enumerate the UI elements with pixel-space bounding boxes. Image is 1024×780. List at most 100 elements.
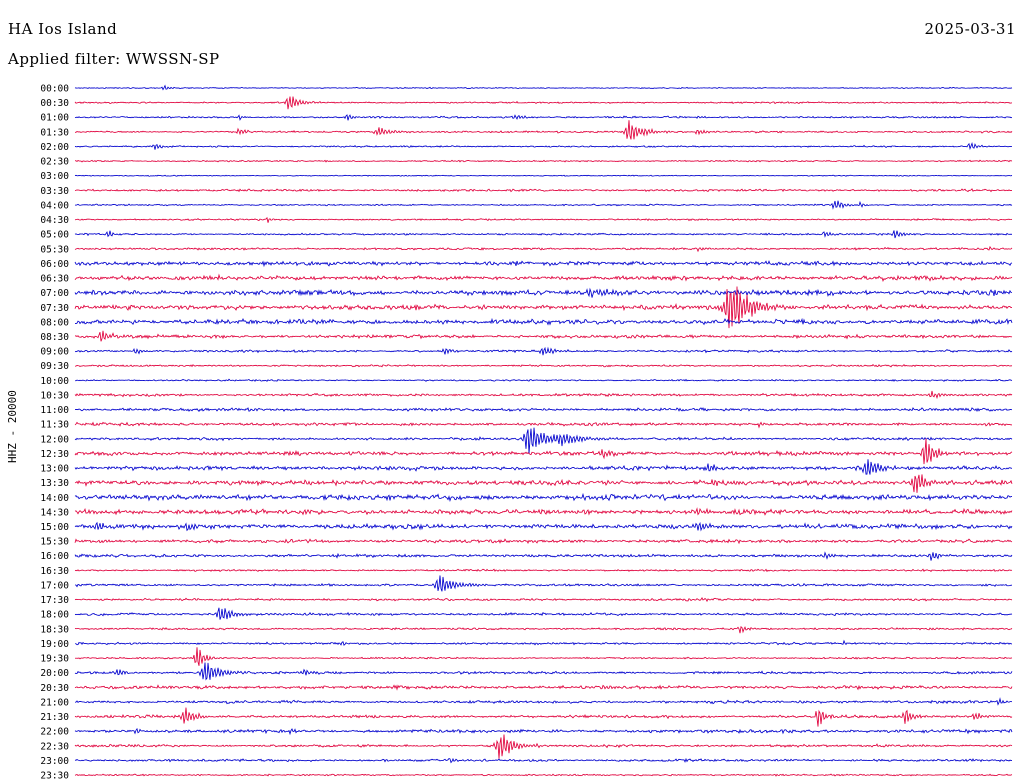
time-label: 17:00 <box>40 580 69 591</box>
trace-row-0900 <box>74 346 1013 356</box>
time-label: 22:00 <box>40 727 69 738</box>
time-label: 16:30 <box>40 566 69 577</box>
time-label: 22:30 <box>40 741 69 752</box>
time-label: 06:00 <box>40 259 69 270</box>
time-label: 09:00 <box>40 347 69 358</box>
trace-row-1630 <box>74 568 1013 573</box>
trace-row-1100 <box>74 407 1013 413</box>
time-label: 00:30 <box>40 98 69 109</box>
time-label: 06:30 <box>40 274 69 285</box>
time-label: 13:00 <box>40 464 69 475</box>
trace-row-1600 <box>74 551 1013 561</box>
time-label: 11:00 <box>40 405 69 416</box>
time-label: 04:30 <box>40 215 69 226</box>
time-label: 17:30 <box>40 595 69 606</box>
trace-row-1500 <box>74 521 1013 532</box>
time-label: 14:00 <box>40 493 69 504</box>
time-label: 12:30 <box>40 449 69 460</box>
filter-label: Applied filter: WWSSN-SP <box>8 50 220 68</box>
trace-row-0930 <box>74 363 1013 368</box>
trace-row-0400 <box>74 200 1013 210</box>
trace-row-0030 <box>74 96 1013 110</box>
time-label: 03:00 <box>40 171 69 182</box>
time-label: 09:30 <box>40 361 69 372</box>
date-label: 2025-03-31 <box>924 20 1016 38</box>
time-label: 14:30 <box>40 507 69 518</box>
time-label: 19:30 <box>40 654 69 665</box>
trace-row-1530 <box>74 538 1013 545</box>
trace-row-1700 <box>74 575 1013 592</box>
time-label: 04:00 <box>40 200 69 211</box>
trace-row-2200 <box>74 727 1013 736</box>
time-label: 16:00 <box>40 551 69 562</box>
trace-row-0530 <box>74 245 1013 253</box>
trace-row-2100 <box>74 697 1013 706</box>
time-label: 15:00 <box>40 522 69 533</box>
page-title: HA Ios Island <box>8 20 118 38</box>
time-label: 08:30 <box>40 332 69 343</box>
trace-row-1130 <box>74 421 1013 429</box>
time-label: 23:00 <box>40 756 69 767</box>
time-label: 13:30 <box>40 478 69 489</box>
time-label: 20:30 <box>40 683 69 694</box>
trace-row-0800 <box>74 317 1013 326</box>
trace-row-1800 <box>74 607 1013 620</box>
time-label: 00:00 <box>40 84 69 95</box>
time-label: 02:30 <box>40 157 69 168</box>
trace-row-0000 <box>74 84 1013 91</box>
time-label: 01:30 <box>40 127 69 138</box>
trace-row-0330 <box>74 188 1013 193</box>
time-label: 03:30 <box>40 186 69 197</box>
trace-row-1230 <box>74 438 1013 465</box>
time-label: 20:00 <box>40 668 69 679</box>
time-label: 23:30 <box>40 770 69 780</box>
time-label: 10:00 <box>40 376 69 387</box>
trace-row-2230 <box>74 734 1013 759</box>
trace-row-2300 <box>74 757 1013 764</box>
trace-row-1730 <box>74 596 1013 603</box>
trace-row-2030 <box>74 684 1013 691</box>
trace-row-0600 <box>74 260 1013 268</box>
time-label: 18:00 <box>40 610 69 621</box>
trace-row-1430 <box>74 507 1013 516</box>
trace-row-2000 <box>74 662 1013 681</box>
trace-row-1030 <box>74 390 1013 400</box>
trace-row-0830 <box>74 330 1013 342</box>
time-label: 10:30 <box>40 390 69 401</box>
trace-row-0500 <box>74 230 1013 239</box>
trace-row-1330 <box>74 474 1013 493</box>
time-label: 21:00 <box>40 697 69 708</box>
time-label: 05:30 <box>40 244 69 255</box>
time-label: 08:00 <box>40 317 69 328</box>
trace-row-1400 <box>74 492 1013 503</box>
trace-row-0730 <box>74 286 1013 329</box>
trace-row-0230 <box>74 159 1013 163</box>
time-label: 05:00 <box>40 230 69 241</box>
trace-row-1830 <box>74 625 1013 634</box>
trace-row-0100 <box>74 114 1013 121</box>
trace-row-0630 <box>74 273 1013 282</box>
time-label: 15:30 <box>40 537 69 548</box>
trace-row-0300 <box>74 174 1013 177</box>
trace-row-1930 <box>74 647 1013 666</box>
time-label: 18:30 <box>40 624 69 635</box>
trace-row-2130 <box>74 707 1013 727</box>
trace-row-1000 <box>74 378 1013 382</box>
trace-row-0130 <box>74 120 1013 140</box>
time-label: 01:00 <box>40 113 69 124</box>
time-label: 12:00 <box>40 434 69 445</box>
trace-row-1300 <box>74 459 1013 475</box>
time-label: 21:30 <box>40 712 69 723</box>
time-label: 02:00 <box>40 142 69 153</box>
trace-row-1900 <box>75 639 1013 646</box>
trace-row-0700 <box>74 287 1013 298</box>
time-label: 07:00 <box>40 288 69 299</box>
time-label: 19:00 <box>40 639 69 650</box>
trace-row-1200 <box>74 427 1013 455</box>
time-label: 07:30 <box>40 303 69 314</box>
trace-row-2330 <box>74 773 1013 777</box>
time-label: 11:30 <box>40 420 69 431</box>
trace-row-0200 <box>74 142 1013 151</box>
